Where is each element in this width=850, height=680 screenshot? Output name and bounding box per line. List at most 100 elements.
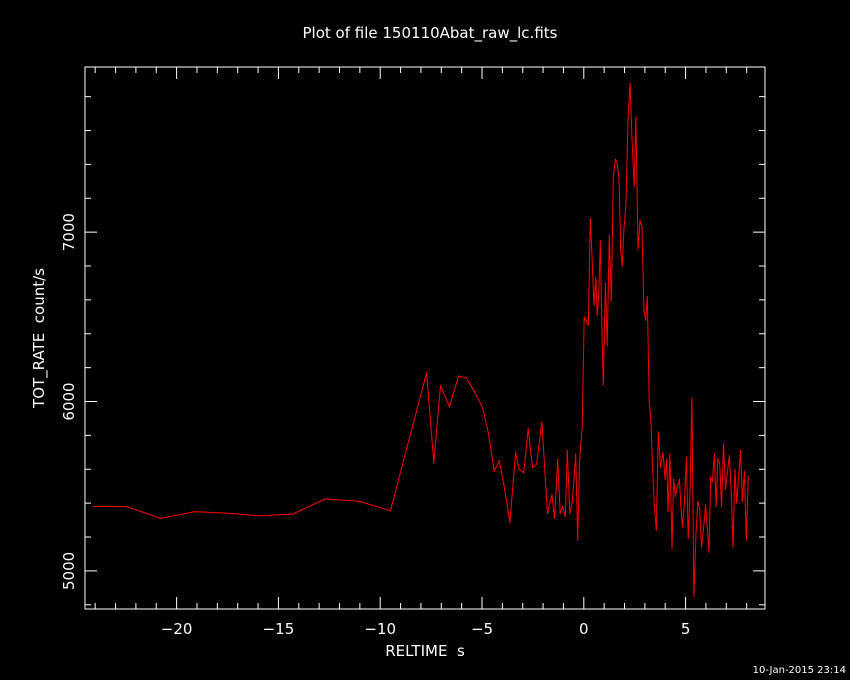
data-point <box>724 489 727 491</box>
data-point <box>433 461 435 464</box>
data-point <box>458 375 460 377</box>
data-point <box>160 517 162 520</box>
data-point <box>732 546 734 548</box>
data-point <box>566 450 568 452</box>
data-point <box>657 431 659 433</box>
data-point <box>553 517 556 520</box>
data-point <box>620 250 622 252</box>
data-point <box>671 548 673 550</box>
data-point <box>747 475 749 477</box>
data-point <box>660 467 662 469</box>
data-point <box>536 463 538 465</box>
axis-ticks <box>85 67 765 609</box>
data-point <box>629 82 631 84</box>
data-point <box>194 511 196 513</box>
data-point <box>673 478 675 480</box>
data-point <box>708 551 710 553</box>
plot-timestamp: 10-Jan-2015 23:14 <box>753 665 846 676</box>
data-point <box>226 512 229 514</box>
data-point <box>695 533 697 535</box>
data-point <box>662 451 664 453</box>
data-point <box>614 158 617 160</box>
data-point <box>602 384 604 386</box>
data-point <box>324 498 326 500</box>
data-point <box>637 248 639 250</box>
data-point <box>643 309 645 311</box>
data-point <box>546 512 549 514</box>
data-point <box>359 500 361 502</box>
data-point <box>527 428 529 430</box>
data-point <box>705 504 707 506</box>
data-point <box>616 163 618 165</box>
x-tick-label: 5 <box>681 620 691 638</box>
data-point <box>599 240 601 242</box>
data-point <box>740 450 742 452</box>
data-point <box>650 417 652 420</box>
data-point <box>635 116 637 118</box>
data-point <box>719 461 721 464</box>
data-point <box>667 511 669 513</box>
data-point <box>722 443 725 445</box>
data-point <box>726 472 728 474</box>
data-point <box>691 397 693 399</box>
data-point <box>710 477 712 479</box>
data-point <box>509 522 511 524</box>
data-point <box>623 228 625 230</box>
y-tick-label: 7000 <box>60 213 78 251</box>
data-point <box>664 478 666 480</box>
data-point <box>745 539 747 542</box>
y-tick-label: 5000 <box>60 552 78 590</box>
data-point <box>493 470 495 472</box>
data-point <box>631 140 633 142</box>
data-point <box>721 505 723 508</box>
data-point <box>579 458 581 460</box>
data-point <box>569 512 571 514</box>
data-point <box>610 301 612 303</box>
data-point <box>439 384 442 386</box>
data-point <box>633 185 635 187</box>
data-point <box>541 421 543 423</box>
data-point <box>498 460 500 462</box>
data-point <box>683 502 686 504</box>
data-point <box>743 470 746 472</box>
data-point <box>687 538 689 540</box>
data-point <box>612 175 614 177</box>
data-point <box>465 377 467 379</box>
data-point <box>699 507 701 509</box>
data-point <box>503 483 505 486</box>
data-point <box>259 515 261 517</box>
data-point <box>575 453 577 455</box>
data-point <box>618 177 620 179</box>
data-point <box>518 468 520 470</box>
data-point <box>678 478 681 480</box>
data-point <box>482 407 484 409</box>
data-point <box>737 477 740 479</box>
data-point <box>669 453 671 455</box>
data-point <box>523 472 525 474</box>
data-point <box>674 495 677 497</box>
data-point <box>648 400 650 403</box>
data-point <box>645 319 647 321</box>
y-tick-labels: 5000 6000 7000 <box>60 213 78 590</box>
data-point <box>639 219 641 221</box>
data-point <box>593 304 595 306</box>
data-point <box>551 494 553 496</box>
data-point <box>627 119 629 121</box>
data-point <box>389 510 391 512</box>
y-tick-label: 6000 <box>60 382 78 420</box>
plot-frame <box>84 66 766 610</box>
data-point <box>591 265 594 267</box>
data-point <box>702 527 705 530</box>
data-point <box>125 505 127 508</box>
data-point <box>653 504 655 506</box>
data-point <box>730 490 732 492</box>
data-point <box>736 502 738 504</box>
data-point <box>531 467 534 469</box>
data-point <box>564 516 566 518</box>
data-point <box>693 595 695 597</box>
data-point <box>711 480 714 482</box>
data-point <box>625 204 627 206</box>
data-point <box>587 324 589 326</box>
